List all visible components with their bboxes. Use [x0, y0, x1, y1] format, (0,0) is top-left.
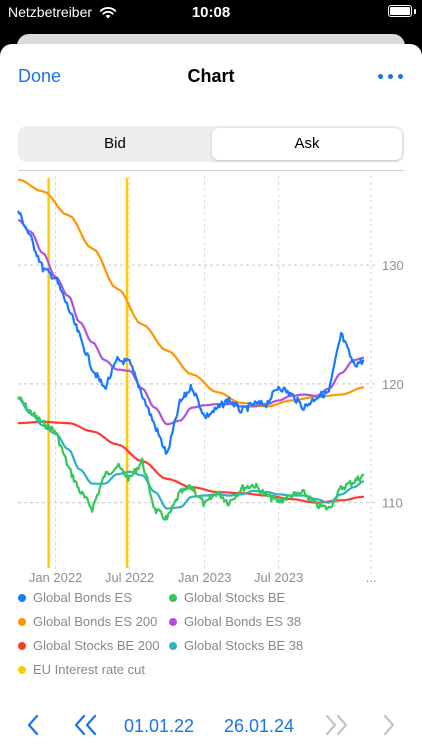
legend-label: Global Stocks BE 200	[33, 638, 160, 653]
x-tick-label: Jul 2023	[254, 570, 303, 585]
legend-color-dot	[18, 617, 26, 626]
chart-sheet: Done Chart Bid Ask 130 120 110 Jan 2022 Jul…	[0, 44, 422, 750]
legend-color-dot	[169, 641, 177, 650]
legend-label: Global Stocks BE	[184, 590, 286, 605]
y-tick-label: 110	[382, 496, 403, 511]
legend-color-dot	[18, 593, 26, 602]
segment-ask[interactable]: Ask	[212, 128, 402, 160]
bid-ask-segmented-control: Bid Ask	[18, 126, 404, 162]
wifi-icon	[99, 7, 117, 19]
done-button[interactable]: Done	[18, 66, 62, 86]
legend-color-dot	[169, 617, 177, 626]
series-line-global-stocks-be	[17, 396, 365, 521]
y-tick-label: 130	[382, 258, 404, 273]
legend-color-dot	[18, 665, 26, 674]
legend-item[interactable]: Global Bonds ES 200	[18, 614, 157, 629]
x-tick-label: Jul 2022	[105, 570, 154, 585]
series-line-global-stocks-be-38	[17, 397, 365, 510]
legend-color-dot	[18, 641, 26, 650]
status-bar: Netzbetreiber 10:08	[0, 0, 422, 26]
legend-label: Global Bonds ES 200	[33, 614, 158, 629]
legend-item[interactable]: Global Bonds ES 38	[169, 614, 301, 629]
battery-icon	[388, 5, 412, 17]
legend-item[interactable]: Global Bonds ES	[18, 590, 132, 605]
price-chart[interactable]: 130 120 110 Jan 2022 Jul 2022 Jan 2023 Jul 20…	[0, 170, 422, 590]
legend-item[interactable]: Global Stocks BE	[169, 590, 285, 605]
legend-label: EU Interest rate cut	[33, 662, 145, 677]
series-line-global-bonds-es-38	[17, 218, 365, 426]
double-chevron-right-icon	[324, 714, 350, 736]
series-line-global-bonds-es-200	[17, 178, 365, 408]
clock: 10:08	[191, 4, 231, 21]
legend-label: Global Stocks BE 38	[184, 638, 304, 653]
legend-color-dot	[169, 593, 177, 602]
legend-item[interactable]: EU Interest rate cut	[18, 662, 145, 677]
ellipsis-icon[interactable]	[376, 66, 406, 86]
page-title: Chart	[187, 66, 235, 86]
x-tick-label: ...	[366, 570, 377, 585]
chevron-left-icon[interactable]	[26, 714, 40, 736]
segment-bid[interactable]: Bid	[104, 135, 126, 152]
x-tick-label: Jan 2022	[29, 570, 83, 585]
y-tick-label: 120	[382, 377, 404, 392]
chevron-right-icon	[382, 714, 396, 736]
end-date-button[interactable]: 26.01.24	[224, 716, 295, 736]
series-line-global-bonds-es	[16, 210, 365, 455]
navigation-bar: Done Chart	[0, 44, 422, 110]
start-date-button[interactable]: 01.01.22	[124, 716, 195, 736]
legend-label: Global Bonds ES	[33, 590, 133, 605]
legend-item[interactable]: Global Stocks BE 200	[18, 638, 159, 653]
x-tick-label: Jan 2023	[178, 570, 232, 585]
carrier-label: Netzbetreiber	[8, 4, 93, 20]
legend-label: Global Bonds ES 38	[184, 614, 302, 629]
date-range-bar: 01.01.22 26.01.24	[0, 704, 422, 744]
legend-item[interactable]: Global Stocks BE 38	[169, 638, 303, 653]
double-chevron-left-icon[interactable]	[72, 714, 98, 736]
battery-tip	[414, 9, 416, 14]
